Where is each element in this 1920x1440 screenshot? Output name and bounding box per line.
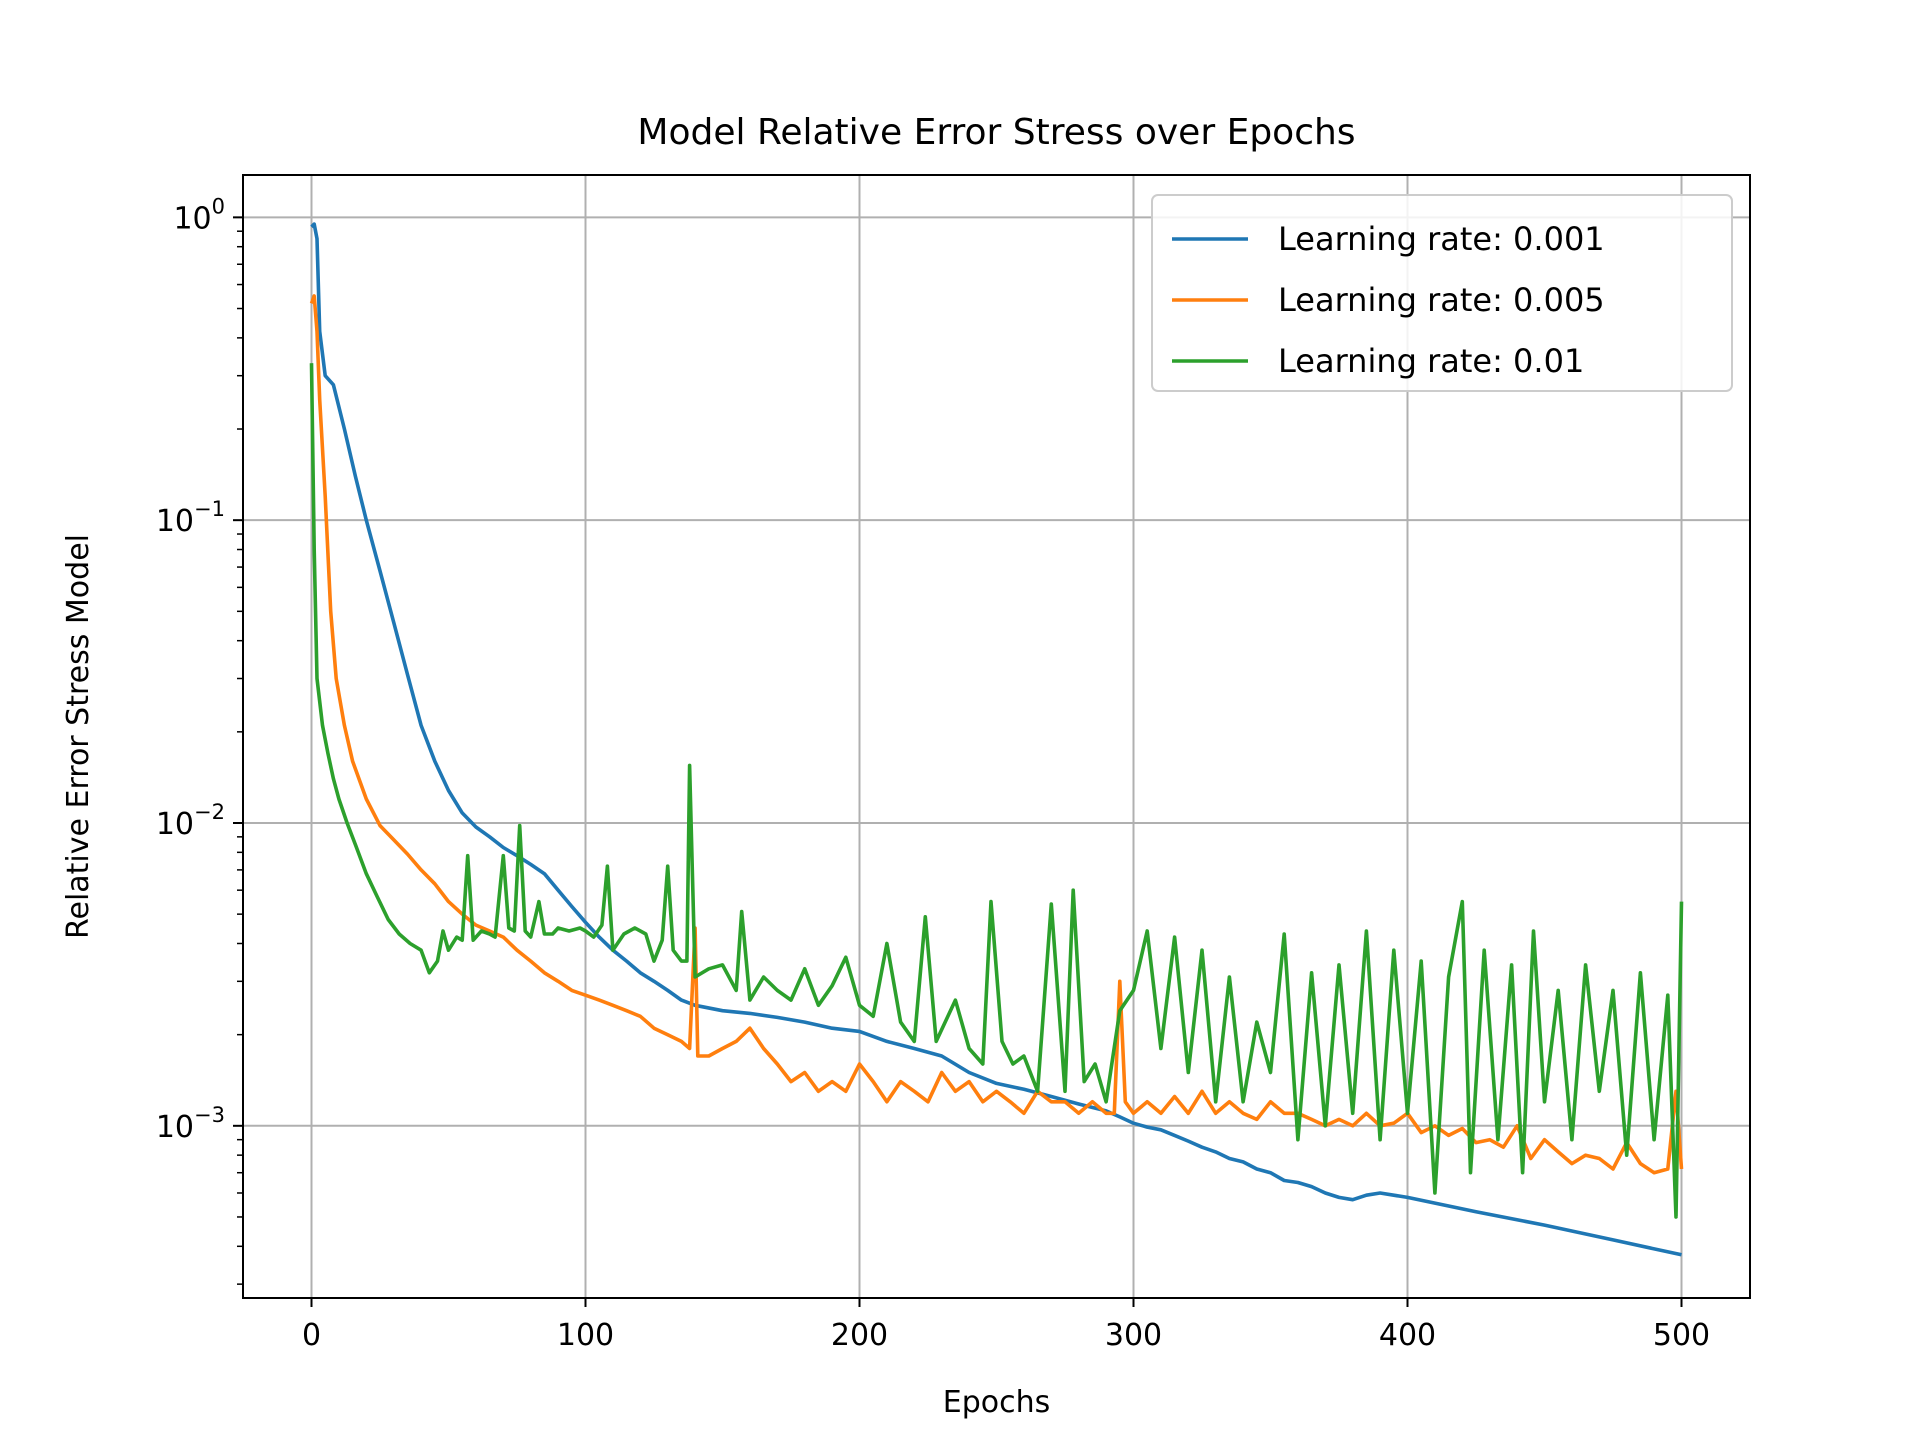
x-tick-label: 200 bbox=[831, 1318, 888, 1353]
legend-label: Learning rate: 0.005 bbox=[1278, 281, 1605, 319]
x-tick-label: 0 bbox=[302, 1318, 321, 1353]
legend-box bbox=[1151, 194, 1733, 392]
y-tick-label: 10−1 bbox=[156, 497, 225, 539]
series-line-3 bbox=[309, 363, 1684, 1219]
plot-frame bbox=[242, 174, 1751, 1299]
legend-label: Learning rate: 0.01 bbox=[1278, 342, 1584, 380]
x-tick-label: 400 bbox=[1379, 1318, 1436, 1353]
x-axis-label: Epochs bbox=[943, 1385, 1051, 1420]
y-tick-label: 100 bbox=[173, 194, 225, 236]
y-axis-label: Relative Error Stress Model bbox=[61, 534, 96, 939]
y-tick-label: 10−3 bbox=[156, 1103, 225, 1145]
y-axis-ticks: 100 10−1 10−2 10−3 bbox=[156, 194, 243, 1285]
x-axis-ticks: 0 100 200 300 400 500 bbox=[302, 1298, 1710, 1353]
chart-title: Model Relative Error Stress over Epochs bbox=[637, 112, 1355, 153]
x-tick-label: 300 bbox=[1105, 1318, 1162, 1353]
x-tick-label: 100 bbox=[557, 1318, 614, 1353]
legend: Learning rate: 0.001 Learning rate: 0.005… bbox=[1151, 194, 1733, 392]
y-tick-label: 10−2 bbox=[156, 800, 225, 842]
legend-label: Learning rate: 0.001 bbox=[1278, 220, 1605, 258]
series-line-1 bbox=[310, 222, 1682, 1257]
x-tick-label: 500 bbox=[1653, 1318, 1710, 1353]
series-lines bbox=[309, 222, 1684, 1257]
